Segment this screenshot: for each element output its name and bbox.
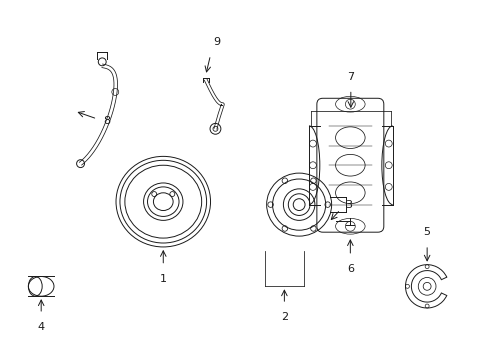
Text: 6: 6 (346, 264, 353, 274)
Text: 3: 3 (345, 199, 352, 210)
Text: 1: 1 (160, 274, 166, 284)
Text: 4: 4 (38, 322, 45, 332)
Text: 9: 9 (213, 37, 220, 47)
Text: 8: 8 (103, 116, 110, 126)
Text: 2: 2 (280, 312, 287, 322)
Text: 7: 7 (346, 72, 354, 82)
Text: 5: 5 (423, 227, 430, 237)
